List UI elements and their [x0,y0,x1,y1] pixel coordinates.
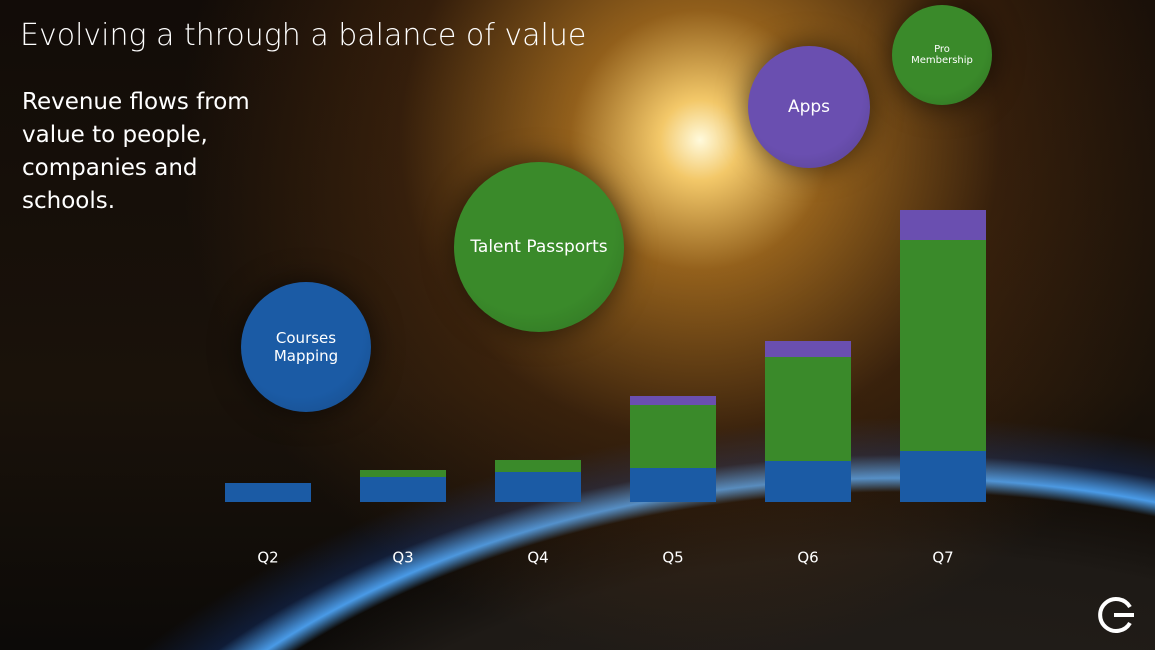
bubble-label: Pro Membership [892,5,992,105]
bar-segment [495,472,581,502]
slide-title: Evolving a through a balance of value [20,18,587,53]
bar-segment [360,470,446,477]
x-tick-label: Q4 [527,549,548,567]
bar-segment [900,240,986,451]
bar-segment [765,341,851,357]
x-tick-label: Q6 [797,549,818,567]
x-tick-label: Q3 [392,549,413,567]
x-tick-label: Q7 [932,549,953,567]
x-tick-label: Q5 [662,549,683,567]
bubble-label: Talent Passports [454,162,624,332]
slide-subtitle: Revenue flows from value to people, comp… [22,89,250,214]
bubble-label: Apps [748,46,870,168]
bubble-label: Courses Mapping [241,282,371,412]
bar-segment [495,460,581,472]
bar-segment [225,483,311,502]
bar-segment [360,477,446,502]
bar-segment [900,210,986,240]
bar-segment [900,451,986,502]
bar-segment [630,396,716,405]
logo [1098,597,1134,633]
bar-segment [765,461,851,502]
bar-segment [630,468,716,502]
bar-segment [765,357,851,461]
bar-segment [630,405,716,468]
x-tick-label: Q2 [257,549,278,567]
